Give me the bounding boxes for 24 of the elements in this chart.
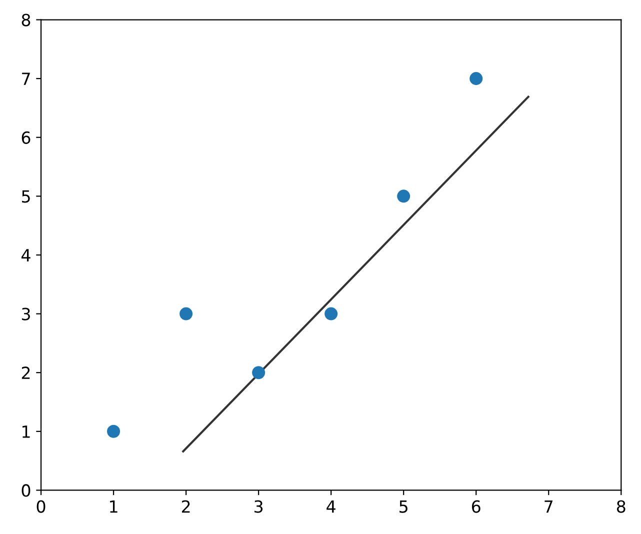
y-tick-label: 1 bbox=[22, 426, 30, 438]
x-tick-label: 0 bbox=[36, 500, 46, 513]
y-tick-label: 8 bbox=[22, 14, 30, 26]
y-tick-label: 5 bbox=[22, 190, 30, 203]
x-tick-label: 6 bbox=[472, 500, 480, 513]
y-tick-label: 7 bbox=[22, 72, 30, 85]
x-tick-label: 5 bbox=[400, 500, 408, 513]
y-tick-label: 3 bbox=[22, 308, 30, 320]
x-tick-label: 1 bbox=[110, 500, 118, 513]
y-tick-label: 2 bbox=[22, 366, 30, 379]
x-tick-label: 3 bbox=[254, 500, 263, 513]
y-tick-label: 4 bbox=[22, 249, 30, 262]
point bbox=[324, 307, 338, 320]
y-tick-label: 6 bbox=[22, 131, 30, 144]
y-tick-label: 0 bbox=[22, 484, 30, 497]
x-tick-label: 4 bbox=[326, 500, 336, 513]
x-tick-label: 8 bbox=[616, 500, 626, 513]
x-tick-label: 2 bbox=[182, 500, 190, 513]
point bbox=[397, 190, 410, 203]
point bbox=[180, 307, 193, 320]
point bbox=[252, 366, 266, 380]
point bbox=[107, 424, 120, 438]
point bbox=[470, 72, 483, 86]
x-tick-label: 7 bbox=[544, 500, 552, 513]
